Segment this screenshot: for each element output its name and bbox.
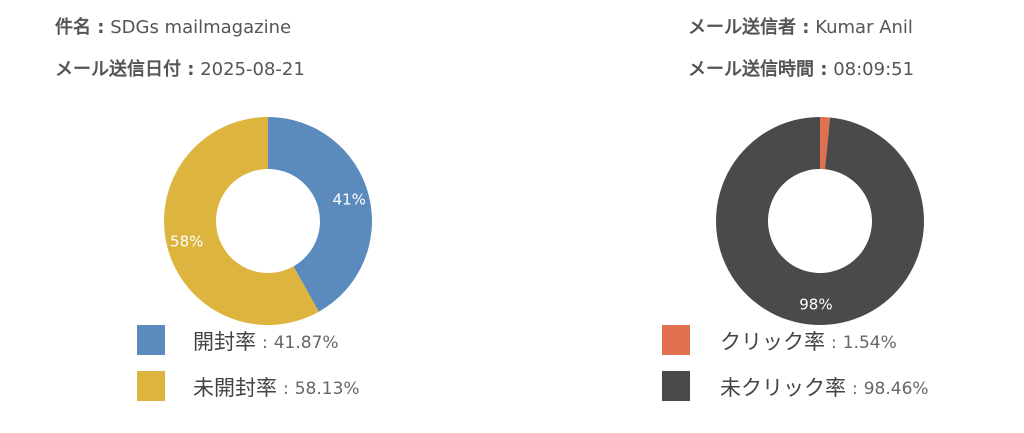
- legend-swatch: [662, 371, 690, 401]
- legend-separator: :: [831, 333, 837, 353]
- date-label: メール送信日付 :: [55, 58, 194, 80]
- legend-separator: :: [283, 379, 289, 399]
- subject-label: 件名 :: [55, 16, 104, 38]
- date: 2025-08-21: [200, 59, 305, 80]
- legend-swatch: [137, 325, 165, 355]
- sender: Kumar Anil: [815, 17, 913, 38]
- legend-entry: 開封率:41.87%: [193, 330, 339, 354]
- slice: [715, 117, 924, 326]
- time: 08:09:51: [833, 59, 914, 80]
- slice: [268, 117, 372, 312]
- date-line: メール送信日付 : 2025-08-21: [55, 58, 305, 80]
- slice-label: 98%: [799, 295, 832, 313]
- sender-line: メール送信者 : Kumar Anil: [688, 16, 913, 38]
- subject-line: 件名 : SDGs mailmagazine: [55, 16, 291, 38]
- legend-value: 41.87%: [274, 333, 339, 353]
- legend-name: 開封率: [193, 330, 256, 354]
- slice-label: 41%: [333, 190, 366, 208]
- legend-value: 98.46%: [864, 379, 929, 399]
- sender-label: メール送信者 :: [688, 16, 809, 38]
- legend-name: 未開封率: [193, 376, 277, 400]
- legend-value: 58.13%: [295, 379, 360, 399]
- legend-entry: クリック率:1.54%: [720, 330, 897, 354]
- legend-swatch: [662, 325, 690, 355]
- time-label: メール送信時間 :: [688, 58, 827, 80]
- legend-entry: 未クリック率:98.46%: [720, 376, 929, 400]
- legend-name: 未クリック率: [720, 376, 846, 400]
- slice: [820, 117, 831, 170]
- legend-separator: :: [852, 379, 858, 399]
- legend-separator: :: [262, 333, 268, 353]
- legend-swatch: [137, 371, 165, 401]
- legend-entry: 未開封率:58.13%: [193, 376, 360, 400]
- legend-name: クリック率: [720, 330, 825, 354]
- time-line: メール送信時間 : 08:09:51: [688, 58, 914, 80]
- legend-value: 1.54%: [843, 333, 897, 353]
- subject: SDGs mailmagazine: [110, 17, 291, 38]
- slice: [163, 117, 319, 325]
- slice-label: 58%: [170, 233, 203, 251]
